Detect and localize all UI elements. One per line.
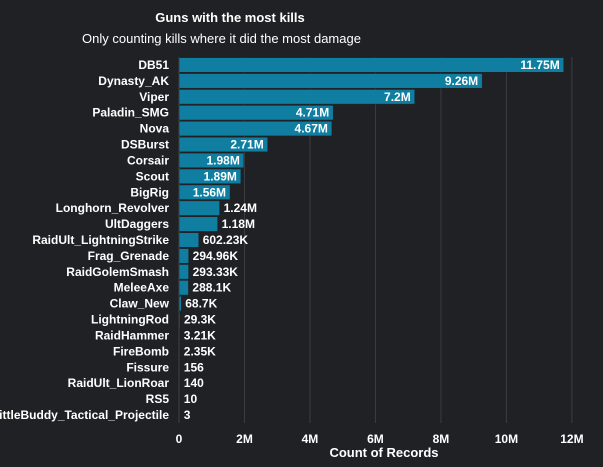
value-label: 11.75M [520,58,559,72]
category-label: Scout [136,169,169,183]
bar [178,407,181,423]
bar [178,359,181,375]
x-tick-label: 2M [236,432,253,446]
category-label: UltDaggers [105,217,169,231]
value-label: 293.33K [193,265,239,279]
bar [178,327,181,344]
bar [178,280,189,296]
bar [178,248,189,264]
bar [178,105,334,121]
bar [178,89,415,105]
category-label: Corsair [127,153,169,167]
bar [178,200,220,216]
x-tick-label: 4M [302,432,319,446]
value-label: 288.1K [192,281,231,295]
category-label: FireBomb [113,344,169,358]
chart-subtitle: Only counting kills where it did the mos… [82,31,361,46]
value-label: 4.71M [296,106,329,120]
value-label: 1.24M [224,201,257,215]
value-label: 9.26M [445,74,478,88]
value-label: 1.89M [204,169,237,183]
category-label: BigRig [130,185,169,199]
bar [178,216,218,232]
value-label: 68.7K [185,297,217,311]
bar [178,296,182,312]
value-label: 1.56M [193,185,226,199]
value-label: 2.35K [184,344,216,358]
category-label: LittleBuddy_Tactical_Projectile [0,408,169,422]
category-label: LightningRod [91,313,169,327]
category-label: DSBurst [121,138,169,152]
x-tick-label: 12M [560,432,583,446]
bar [178,311,181,328]
bar [178,57,564,73]
chart-title: Guns with the most kills [155,10,305,25]
value-label: 1.18M [222,217,255,231]
value-label: 602.23K [203,233,249,247]
value-label: 10 [184,392,198,406]
category-label: Fissure [126,360,169,374]
category-label: RaidUlt_LightningStrike [32,233,169,247]
value-label: 294.96K [193,249,239,263]
value-label: 1.98M [206,153,239,167]
category-label: Viper [139,90,169,104]
category-label: MeleeAxe [114,281,170,295]
value-label: 29.3K [184,313,216,327]
x-tick-label: 8M [433,432,450,446]
x-tick-label: 6M [367,432,384,446]
bar [178,152,245,169]
x-tick-label: 10M [495,432,518,446]
value-label: 140 [184,376,204,390]
bar [178,343,181,359]
bar [178,232,199,248]
category-label: Frag_Grenade [88,249,170,263]
bar [178,121,333,137]
bar [178,264,189,280]
category-label: Claw_New [110,297,170,311]
x-tick-label: 0 [176,432,183,446]
category-label: Paladin_SMG [92,106,169,120]
value-label: 2.71M [230,138,263,152]
bar [178,73,483,89]
category-label: RaidHammer [95,328,169,342]
category-label: Dynasty_AK [98,74,169,88]
category-label: DB51 [138,58,169,72]
category-label: RaidGolemSmash [66,265,169,279]
category-label: RaidUlt_LionRoar [68,376,170,390]
bar [178,168,242,184]
value-label: 4.67M [295,122,328,136]
category-label: RS5 [146,392,170,406]
value-label: 3 [184,408,191,422]
category-label: Nova [140,122,170,136]
bar [178,375,181,391]
bar [178,391,181,407]
value-label: 156 [184,360,204,374]
value-label: 3.21K [184,328,216,342]
bar [178,184,231,200]
bar [178,136,268,153]
value-label: 7.2M [384,90,411,104]
x-axis-title: Count of Records [329,445,438,460]
category-label: Longhorn_Revolver [56,201,170,215]
